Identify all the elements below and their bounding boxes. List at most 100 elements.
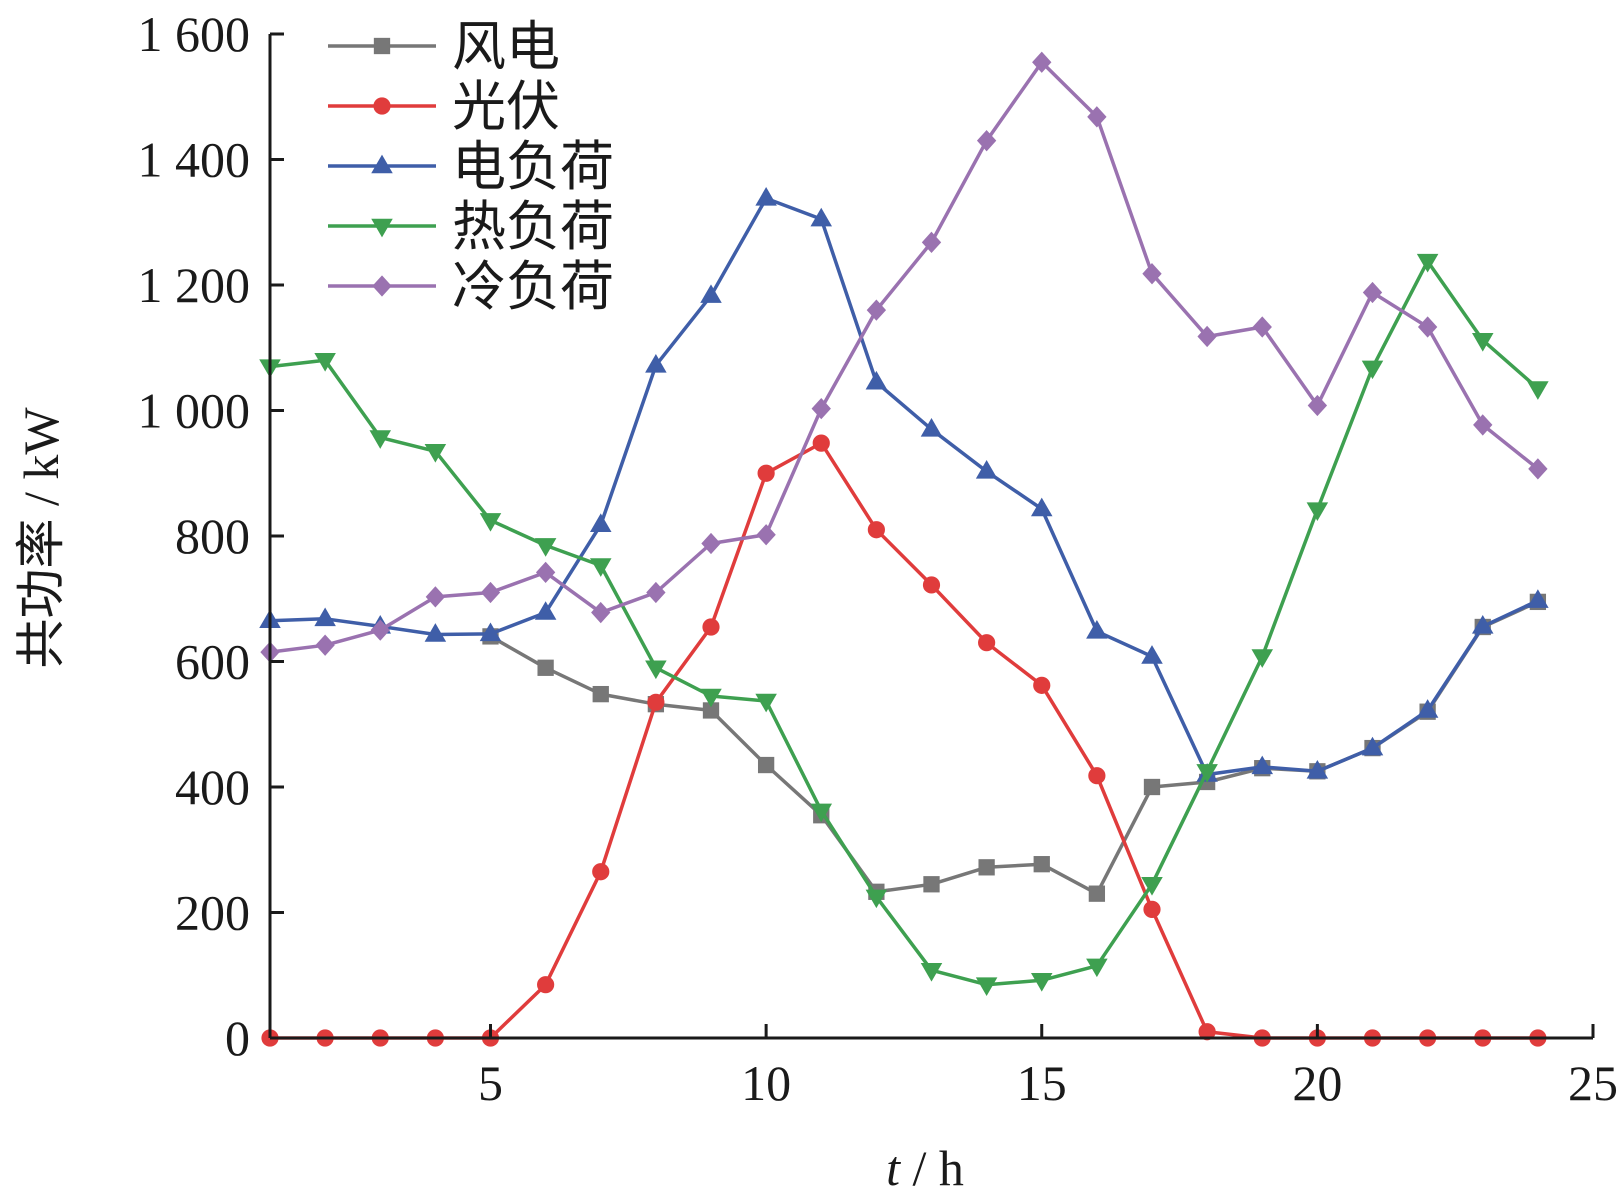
data-point — [1306, 502, 1329, 521]
data-point — [647, 693, 665, 711]
data-point — [592, 863, 610, 881]
legend-entry: 热负荷 — [328, 195, 614, 258]
data-point — [1527, 589, 1549, 608]
data-point — [591, 601, 611, 624]
data-point — [975, 977, 998, 997]
data-point — [1416, 253, 1439, 273]
legend-label: 电负荷 — [452, 135, 614, 198]
data-point — [645, 353, 667, 373]
y-ticks: 0 200 400 600 800 1 000 1 200 1 400 1 600 — [138, 6, 284, 1066]
data-point — [920, 417, 943, 437]
series-line — [269, 196, 1539, 777]
legend-entry: 冷负荷 — [328, 255, 614, 318]
data-point — [921, 231, 942, 253]
data-point — [1030, 497, 1053, 517]
series-5 — [260, 51, 1548, 663]
data-point — [1361, 360, 1384, 380]
data-point — [645, 660, 667, 680]
x-ticks: 5 10 15 20 25 — [478, 1024, 1618, 1111]
data-point — [1527, 381, 1549, 400]
data-point — [589, 558, 612, 577]
data-point — [1252, 316, 1272, 338]
x-axis-variable: t — [886, 1140, 901, 1196]
data-point — [1088, 885, 1106, 902]
data-point — [978, 634, 996, 652]
series-4 — [259, 253, 1549, 997]
data-point — [865, 370, 888, 390]
data-point — [1471, 615, 1494, 634]
data-point — [1198, 1023, 1216, 1041]
legend-label: 光伏 — [452, 75, 560, 138]
data-point — [810, 207, 833, 227]
data-point — [1197, 325, 1217, 348]
data-point — [537, 659, 554, 676]
series-line — [270, 441, 1538, 1040]
data-point — [757, 756, 775, 774]
data-point — [810, 803, 833, 823]
data-point — [479, 622, 502, 642]
data-point — [479, 513, 502, 532]
data-point — [1143, 778, 1161, 796]
data-point — [811, 397, 831, 420]
data-point — [314, 607, 336, 627]
data-point — [480, 581, 501, 604]
data-point — [1087, 106, 1107, 128]
data-point — [1032, 51, 1052, 73]
data-point — [369, 430, 392, 449]
data-point — [1141, 877, 1163, 896]
series-3 — [259, 187, 1549, 782]
legend-swatch-marker — [373, 97, 391, 115]
y-tick-label: 1 600 — [138, 6, 251, 62]
legend-entry: 电负荷 — [328, 135, 614, 198]
data-point — [1142, 263, 1162, 285]
data-point — [1088, 767, 1106, 785]
data-point — [757, 464, 775, 482]
y-tick-label: 0 — [225, 1010, 250, 1066]
data-point — [425, 586, 446, 608]
data-point — [975, 460, 998, 479]
x-tick-label: 5 — [478, 1055, 503, 1111]
legend-swatch-marker — [371, 218, 393, 238]
data-point — [1306, 759, 1329, 779]
data-point — [1528, 458, 1548, 480]
legend-swatch-marker — [371, 154, 393, 174]
data-point — [314, 353, 336, 372]
data-point — [976, 130, 997, 152]
data-point — [978, 859, 995, 876]
legend-label: 冷负荷 — [452, 255, 614, 318]
data-point — [756, 524, 776, 546]
data-point — [370, 619, 390, 641]
data-point — [755, 693, 777, 713]
data-point — [534, 538, 557, 557]
data-point — [700, 284, 722, 303]
legend-swatch-marker — [373, 37, 391, 55]
data-point — [701, 532, 721, 555]
data-point — [702, 618, 720, 636]
y-tick-label: 400 — [175, 759, 250, 815]
data-point — [923, 876, 940, 893]
data-point — [866, 299, 887, 321]
data-point — [646, 581, 666, 604]
data-point — [1086, 620, 1108, 639]
legend-entry: 风电 — [328, 15, 560, 78]
data-point — [1417, 316, 1438, 338]
data-point — [1361, 736, 1384, 756]
legend-label: 风电 — [452, 15, 560, 78]
data-point — [315, 634, 335, 656]
x-axis-title: t / h — [886, 1140, 964, 1196]
y-tick-label: 1 400 — [138, 132, 251, 188]
data-point — [1251, 755, 1274, 775]
data-point — [535, 561, 556, 584]
data-point — [755, 187, 777, 206]
data-point — [920, 962, 943, 982]
x-tick-label: 15 — [1017, 1055, 1067, 1111]
legend-label: 热负荷 — [452, 195, 614, 258]
legend-swatch-marker — [372, 275, 392, 297]
series-line — [489, 600, 1539, 896]
data-point — [589, 513, 612, 532]
data-point — [1030, 973, 1053, 992]
data-point — [1416, 699, 1439, 718]
data-point — [1362, 281, 1383, 304]
